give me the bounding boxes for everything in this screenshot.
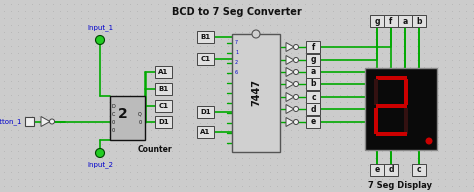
Circle shape [293,107,299,112]
Text: a: a [402,17,408,26]
Text: C1: C1 [201,56,210,62]
Circle shape [293,45,299,50]
Bar [412,15,426,27]
Bar [232,34,280,152]
Bar [307,116,320,128]
Text: b: b [311,79,316,89]
Bar [307,91,320,103]
Bar [110,96,145,140]
Circle shape [293,119,299,124]
Bar [307,54,320,66]
Text: 0: 0 [112,127,115,132]
Polygon shape [286,42,294,51]
Bar [370,15,384,27]
Bar [155,100,172,112]
Circle shape [293,94,299,99]
Circle shape [95,36,104,45]
Text: 0: 0 [139,119,142,124]
Circle shape [426,137,432,145]
Circle shape [293,81,299,87]
Text: 6: 6 [235,70,238,75]
Bar [155,66,172,78]
Bar [370,164,384,176]
Polygon shape [286,104,294,113]
Text: 2: 2 [235,60,238,65]
Polygon shape [286,93,294,102]
Text: A1: A1 [201,129,210,135]
Text: g: g [374,17,380,26]
Circle shape [95,148,104,157]
Polygon shape [286,55,294,65]
Polygon shape [286,68,294,76]
Text: 0: 0 [112,119,115,124]
Text: 7 Seg Display: 7 Seg Display [368,180,432,190]
Bar [25,117,34,126]
Bar [307,103,320,115]
Circle shape [293,57,299,63]
Text: e: e [311,118,316,127]
Bar [374,108,378,134]
Text: b: b [416,17,422,26]
Text: Input_1: Input_1 [87,25,113,31]
Bar [307,66,320,78]
Text: d: d [311,104,316,113]
Text: e: e [374,166,380,175]
Text: c: c [417,166,421,175]
Bar [412,164,426,176]
Text: Counter: Counter [137,145,173,154]
Bar [197,53,214,65]
Text: B1: B1 [158,86,169,92]
Text: f: f [312,42,315,51]
Bar [155,116,172,128]
Bar [398,15,412,27]
Text: D1: D1 [158,119,169,125]
Text: C: C [112,112,115,117]
Text: g: g [311,55,316,65]
Text: d: d [388,166,394,175]
Text: B1: B1 [201,34,210,40]
Bar [376,76,407,80]
Bar [365,68,437,150]
Circle shape [252,30,260,38]
Text: D: D [112,103,116,108]
Text: a: a [311,68,316,76]
Text: A1: A1 [158,69,169,75]
Text: Input_2: Input_2 [87,162,113,168]
Bar [404,79,408,105]
Bar [374,79,378,105]
Bar [197,106,214,118]
Text: 7447: 7447 [251,79,261,107]
Circle shape [49,119,55,124]
Bar [307,41,320,53]
Bar [376,132,407,136]
Polygon shape [41,117,50,127]
Text: Button_1: Button_1 [0,119,22,125]
Text: D1: D1 [200,109,211,115]
Polygon shape [286,79,294,89]
Text: 7: 7 [235,41,238,46]
Text: 2: 2 [118,107,128,121]
Bar [197,31,214,43]
Bar [376,104,407,108]
Text: BCD to 7 Seg Converter: BCD to 7 Seg Converter [172,7,302,17]
Circle shape [293,70,299,74]
Bar [155,83,172,95]
Bar [384,15,398,27]
Text: Q: Q [138,112,142,117]
Text: C1: C1 [158,103,168,109]
Bar [404,108,408,134]
Bar [307,78,320,90]
Polygon shape [286,118,294,127]
Text: c: c [311,93,316,102]
Bar [197,126,214,138]
Bar [384,164,398,176]
Text: f: f [389,17,392,26]
Text: 1: 1 [235,50,238,55]
